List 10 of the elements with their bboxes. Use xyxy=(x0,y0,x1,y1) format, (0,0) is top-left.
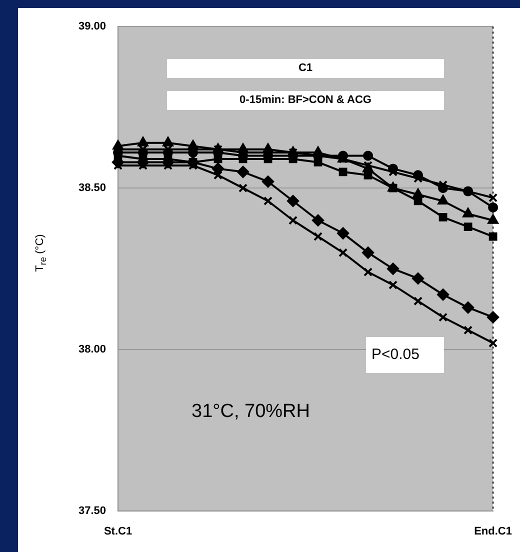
y-tick-label: 38.50 xyxy=(78,182,106,194)
x-tick-label: St.C1 xyxy=(104,526,132,538)
y-tick-label: 39.00 xyxy=(78,20,106,33)
y-tick-label: 37.50 xyxy=(78,505,106,518)
text-box: P<0.05 xyxy=(366,336,444,373)
annotation: 31°C, 70%RH xyxy=(190,400,311,424)
text-box: 0-15min: BF>CON & ACG xyxy=(166,90,444,110)
x-tick-label: End.C1 xyxy=(474,526,512,538)
text-box: C1 xyxy=(166,59,444,78)
y-tick-label: 38.00 xyxy=(78,344,106,356)
